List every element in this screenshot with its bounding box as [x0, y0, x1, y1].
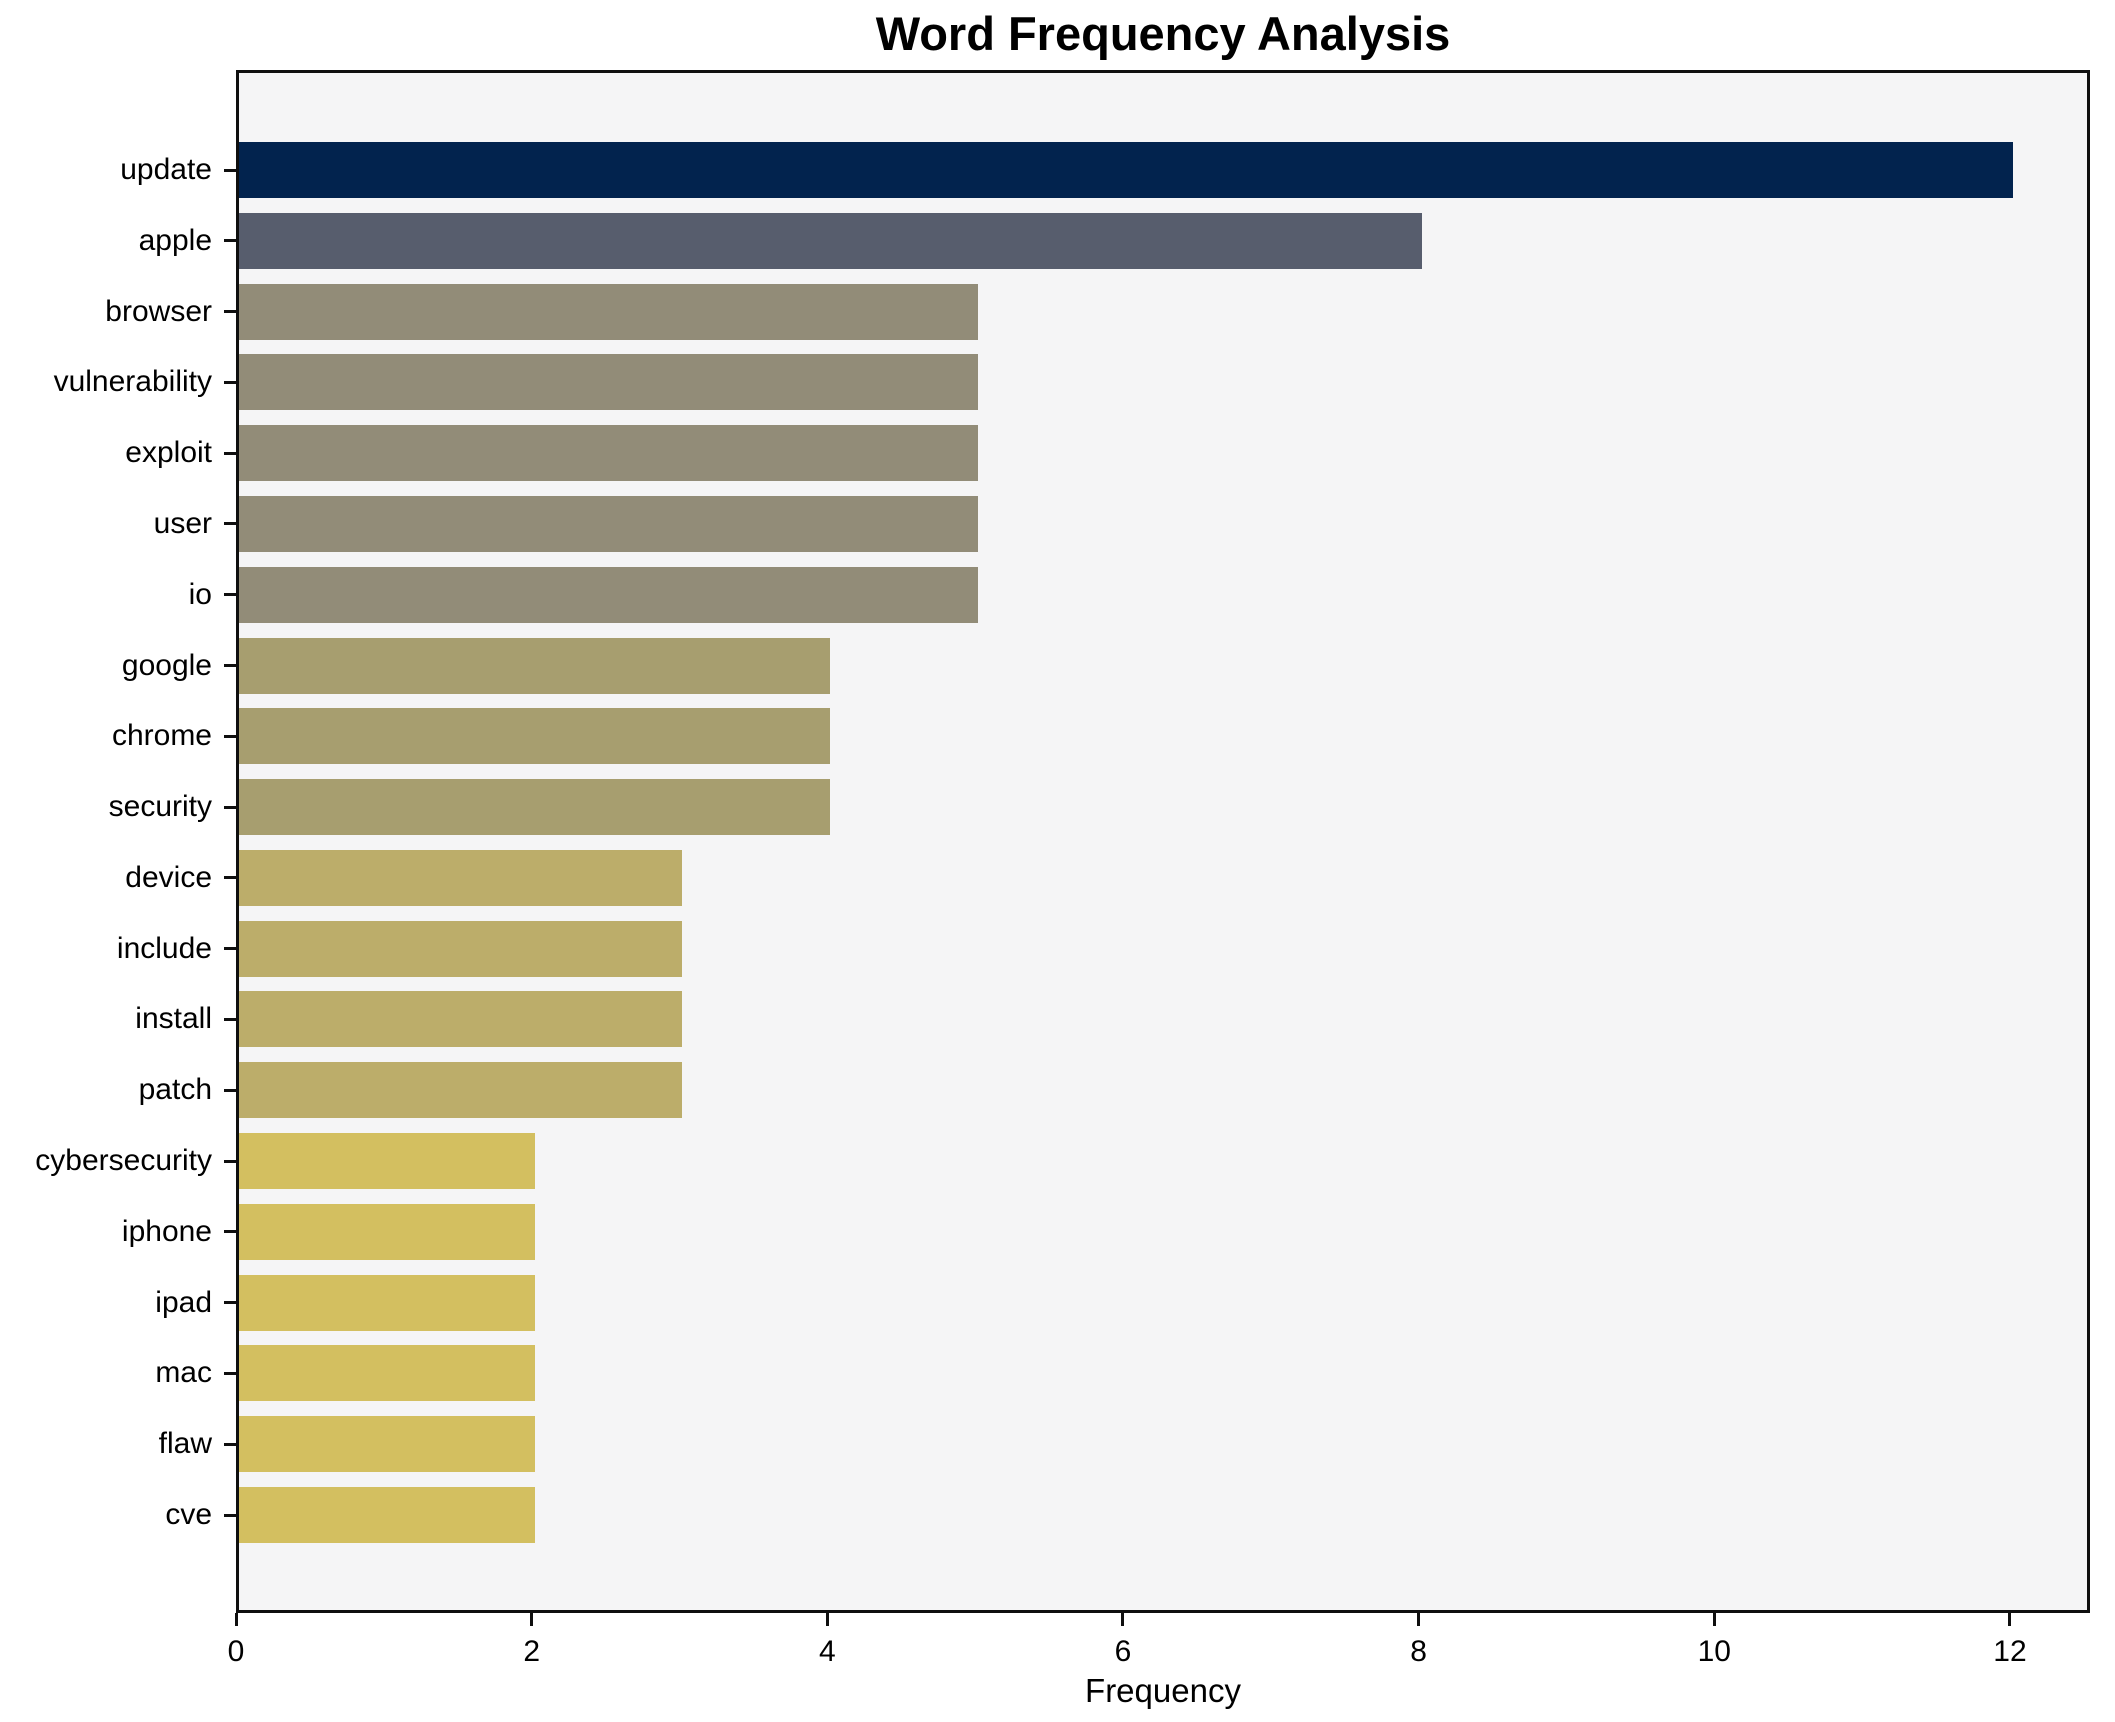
y-tick-label-include: include: [116, 931, 212, 965]
y-tick-mark: [224, 380, 236, 384]
y-tick-mark: [224, 876, 236, 880]
y-tick-label-browser: browser: [105, 294, 212, 328]
y-tick-mark: [224, 734, 236, 738]
y-tick-mark: [224, 522, 236, 526]
bar-iphone: [239, 1203, 535, 1260]
bar-device: [239, 849, 682, 906]
y-tick-mark: [224, 1301, 236, 1305]
x-tick-mark: [234, 1613, 238, 1626]
bar-chrome: [239, 708, 830, 765]
y-tick-mark: [224, 1230, 236, 1234]
y-tick-mark: [224, 805, 236, 809]
y-tick-label-patch: patch: [138, 1073, 212, 1107]
x-axis-title: Frequency: [1085, 1672, 1241, 1709]
bar-apple: [239, 212, 1422, 269]
bar-cybersecurity: [239, 1133, 535, 1190]
plot-area: [236, 70, 2090, 1613]
y-tick-mark: [224, 1442, 236, 1446]
bar-user: [239, 495, 978, 552]
x-tick-label-2: 2: [523, 1635, 540, 1668]
bar-flaw: [239, 1416, 535, 1473]
y-tick-label-cybersecurity: cybersecurity: [35, 1144, 212, 1178]
y-tick-label-vulnerability: vulnerability: [53, 365, 212, 399]
y-tick-mark: [224, 239, 236, 243]
y-tick-label-io: io: [188, 577, 212, 611]
x-tick-label-0: 0: [227, 1635, 245, 1668]
y-tick-mark: [224, 593, 236, 597]
x-tick-label-6: 6: [1114, 1635, 1132, 1668]
bar-install: [239, 991, 682, 1048]
bar-ipad: [239, 1274, 535, 1331]
y-tick-label-exploit: exploit: [125, 436, 212, 470]
y-tick-mark: [224, 1371, 236, 1375]
y-tick-label-apple: apple: [138, 223, 212, 257]
bar-browser: [239, 283, 978, 340]
y-tick-label-ipad: ipad: [155, 1285, 212, 1319]
bar-vulnerability: [239, 354, 978, 411]
x-tick-mark: [825, 1613, 829, 1626]
y-tick-mark: [224, 1513, 236, 1517]
bar-update: [239, 142, 2013, 198]
bar-google: [239, 637, 830, 694]
y-tick-label-cve: cve: [165, 1498, 212, 1531]
y-tick-label-device: device: [125, 860, 212, 894]
y-tick-mark: [224, 1088, 236, 1092]
y-tick-label-chrome: chrome: [111, 719, 212, 753]
x-tick-mark: [530, 1613, 534, 1626]
y-tick-mark: [224, 947, 236, 951]
y-tick-mark: [224, 310, 236, 314]
y-tick-label-user: user: [153, 506, 212, 540]
y-tick-label-security: security: [108, 790, 212, 824]
y-tick-label-iphone: iphone: [121, 1214, 212, 1248]
x-tick-label-12: 12: [1993, 1635, 2027, 1668]
bar-patch: [239, 1062, 682, 1119]
y-tick-label-flaw: flaw: [158, 1427, 212, 1461]
bar-mac: [239, 1345, 535, 1402]
y-tick-mark: [224, 451, 236, 455]
x-tick-mark: [1712, 1613, 1716, 1626]
bar-security: [239, 779, 830, 836]
y-tick-mark: [224, 664, 236, 668]
y-tick-label-google: google: [121, 648, 212, 682]
x-tick-label-4: 4: [818, 1635, 836, 1668]
y-tick-mark: [224, 168, 236, 172]
y-tick-label-install: install: [135, 1002, 212, 1036]
bar-cve: [239, 1487, 535, 1543]
x-tick-label-8: 8: [1410, 1635, 1427, 1668]
bar-io: [239, 566, 978, 623]
bar-include: [239, 920, 682, 977]
x-tick-mark: [2008, 1613, 2012, 1626]
x-tick-mark: [1417, 1613, 1421, 1626]
y-tick-mark: [224, 1159, 236, 1163]
y-tick-label-mac: mac: [155, 1356, 212, 1390]
y-tick-label-update: update: [120, 153, 212, 186]
x-tick-label-10: 10: [1697, 1635, 1731, 1668]
bar-exploit: [239, 425, 978, 482]
x-tick-mark: [1121, 1613, 1125, 1626]
chart-title: Word Frequency Analysis: [875, 7, 1451, 60]
y-tick-mark: [224, 1017, 236, 1021]
